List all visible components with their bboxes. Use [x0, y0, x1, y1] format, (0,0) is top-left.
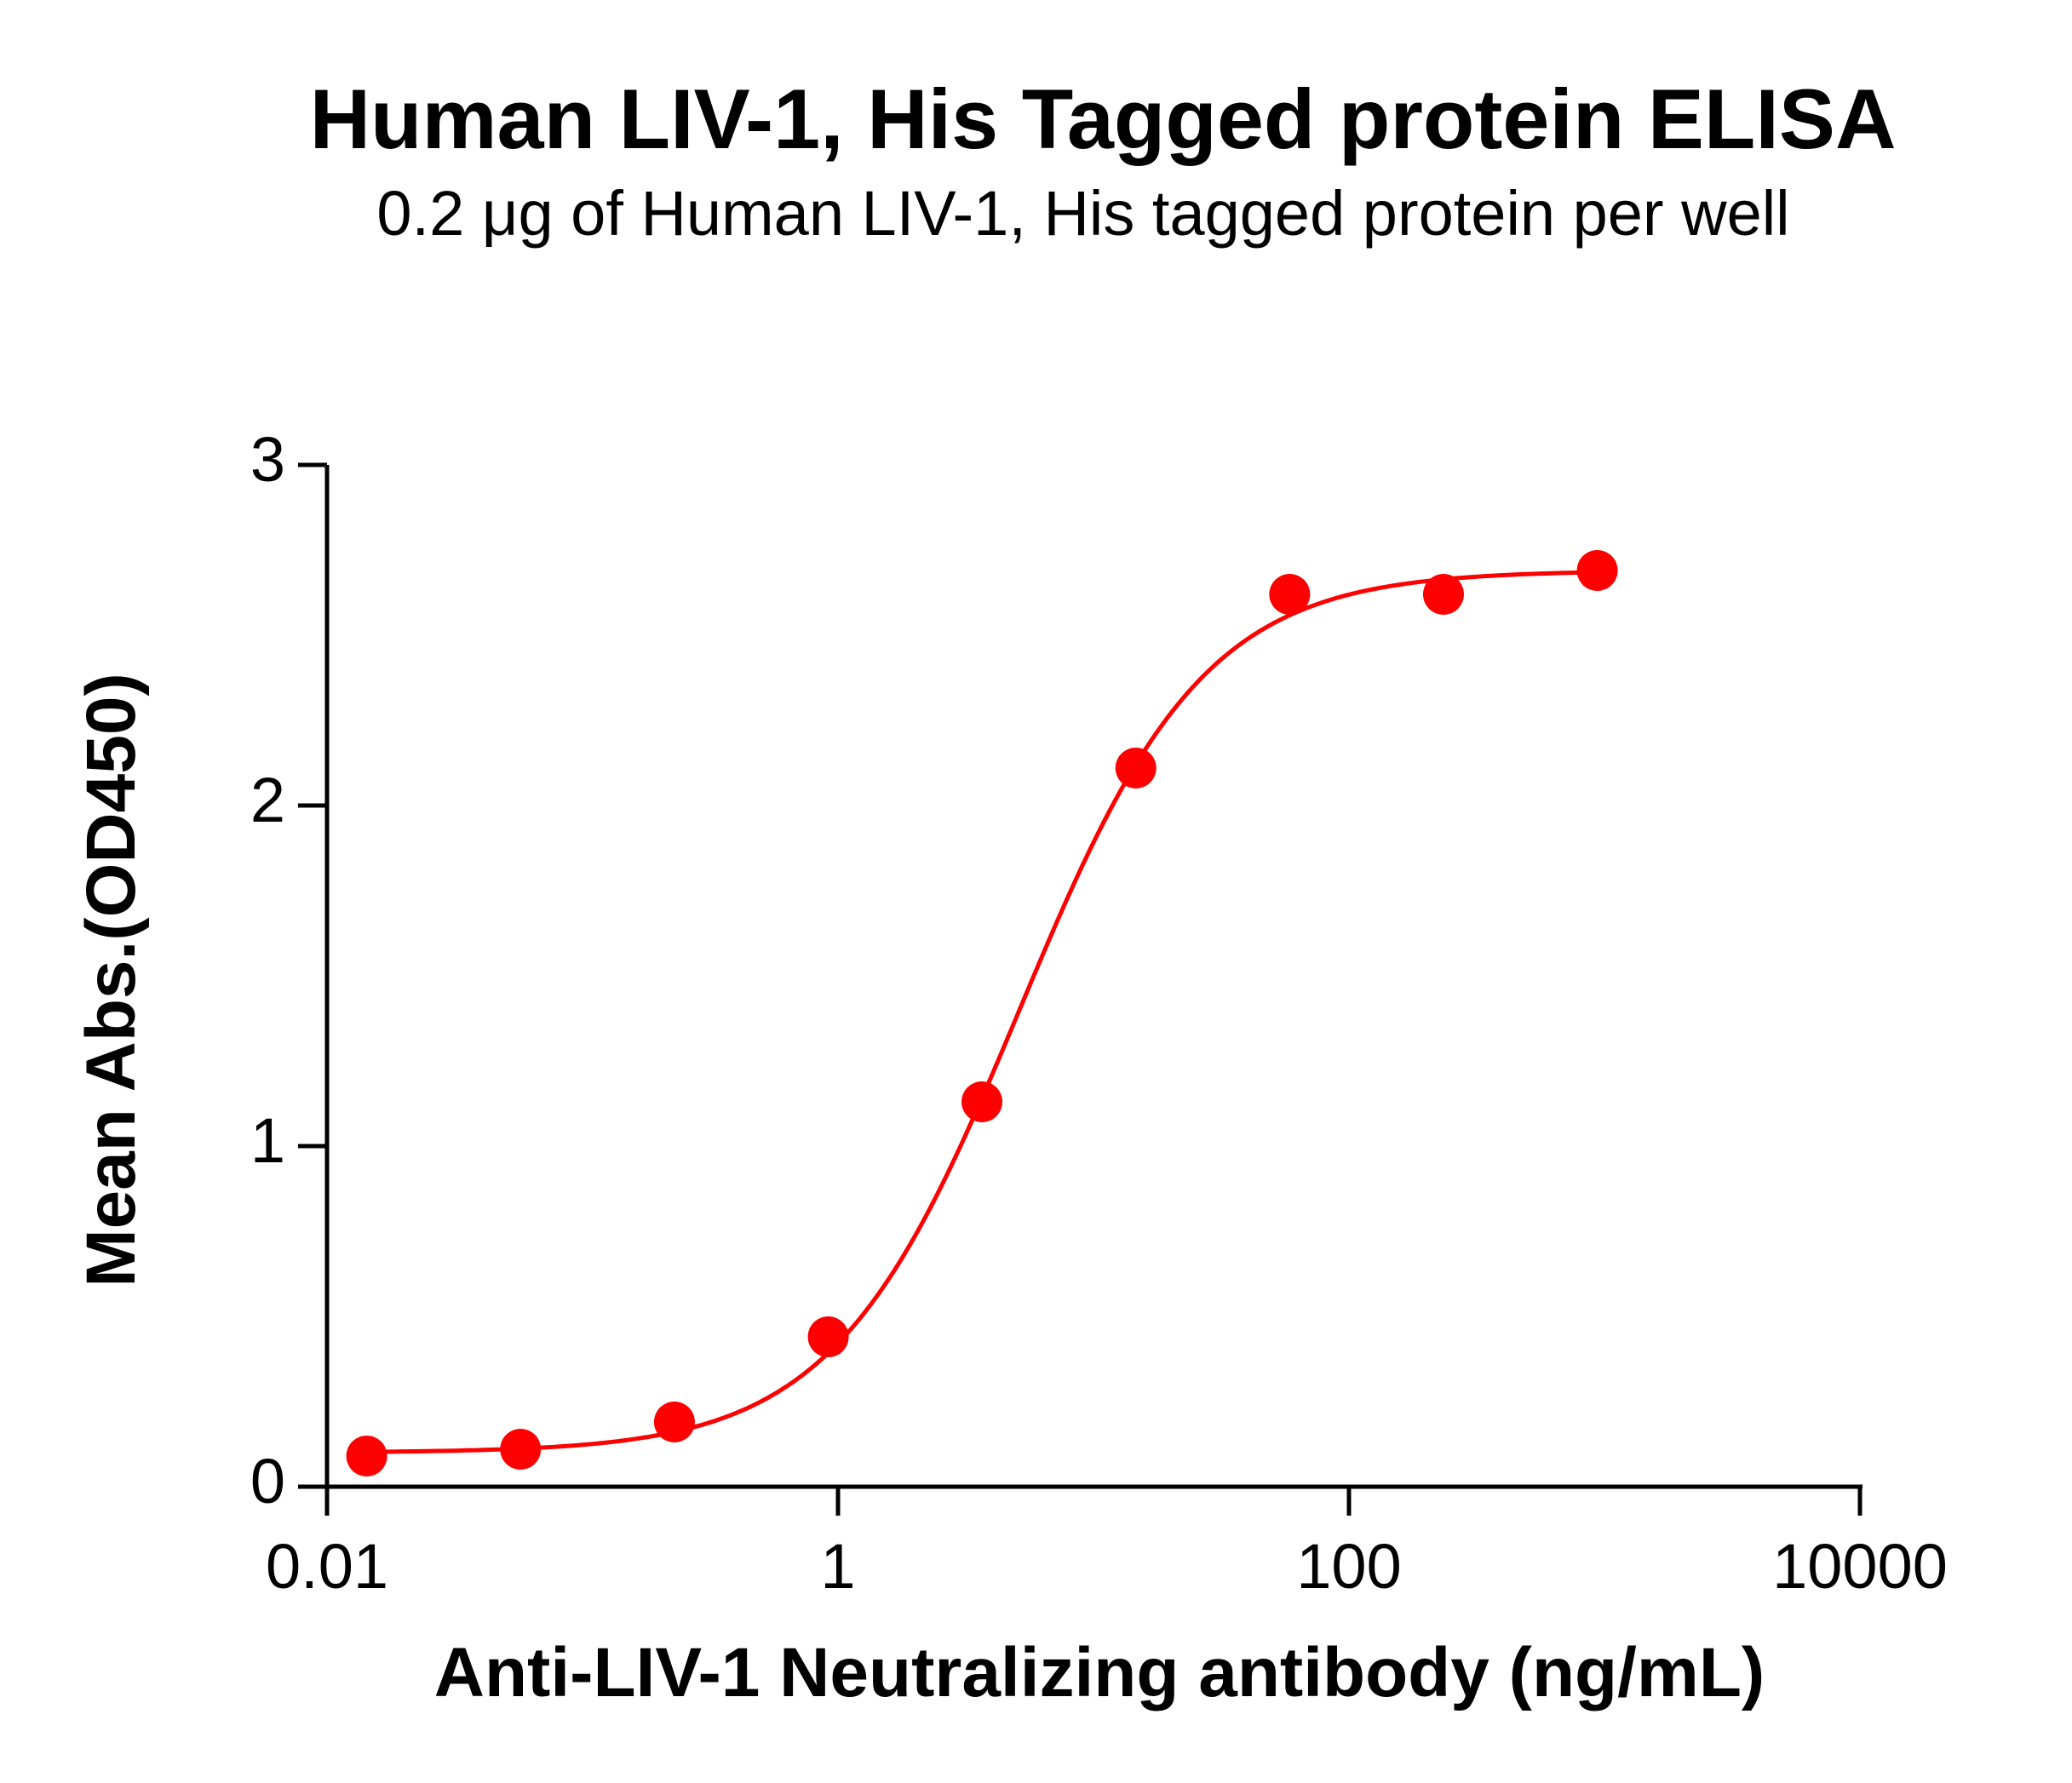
data-point: [500, 1429, 542, 1470]
y-tick-label: 0: [250, 1446, 285, 1516]
data-point: [346, 1436, 387, 1476]
y-ticks: 0 1 2 3: [250, 424, 327, 1516]
chart-title: Human LIV-1, His Tagged protein ELISA: [310, 72, 1897, 166]
data-point: [961, 1081, 1003, 1122]
x-axis-title: Anti-LIV-1 Neutralizing antibody (ng/mL): [434, 1634, 1765, 1711]
data-points: [346, 550, 1618, 1476]
data-point: [1422, 574, 1464, 615]
data-point: [1269, 574, 1311, 615]
x-tick-label: 10000: [1772, 1531, 1948, 1602]
x-tick-label: 1: [820, 1531, 855, 1602]
data-point: [1115, 748, 1157, 788]
y-tick-label: 3: [250, 424, 285, 495]
y-axis-title: Mean Abs.(OD450): [72, 673, 150, 1287]
chart-subtitle: 0.2 μg of Human LIV-1, His tagged protei…: [376, 178, 1789, 249]
y-tick-label: 2: [250, 765, 285, 835]
data-point: [1576, 550, 1618, 591]
x-tick-label: 0.01: [266, 1531, 388, 1602]
y-tick-label: 1: [250, 1105, 285, 1176]
data-point: [807, 1316, 849, 1357]
x-tick-label: 100: [1296, 1531, 1401, 1602]
axes: 0 1 2 3 0.01 1 100 10000: [250, 424, 1948, 1602]
data-point: [653, 1402, 695, 1442]
x-ticks: 0.01 1 100 10000: [266, 1487, 1948, 1602]
